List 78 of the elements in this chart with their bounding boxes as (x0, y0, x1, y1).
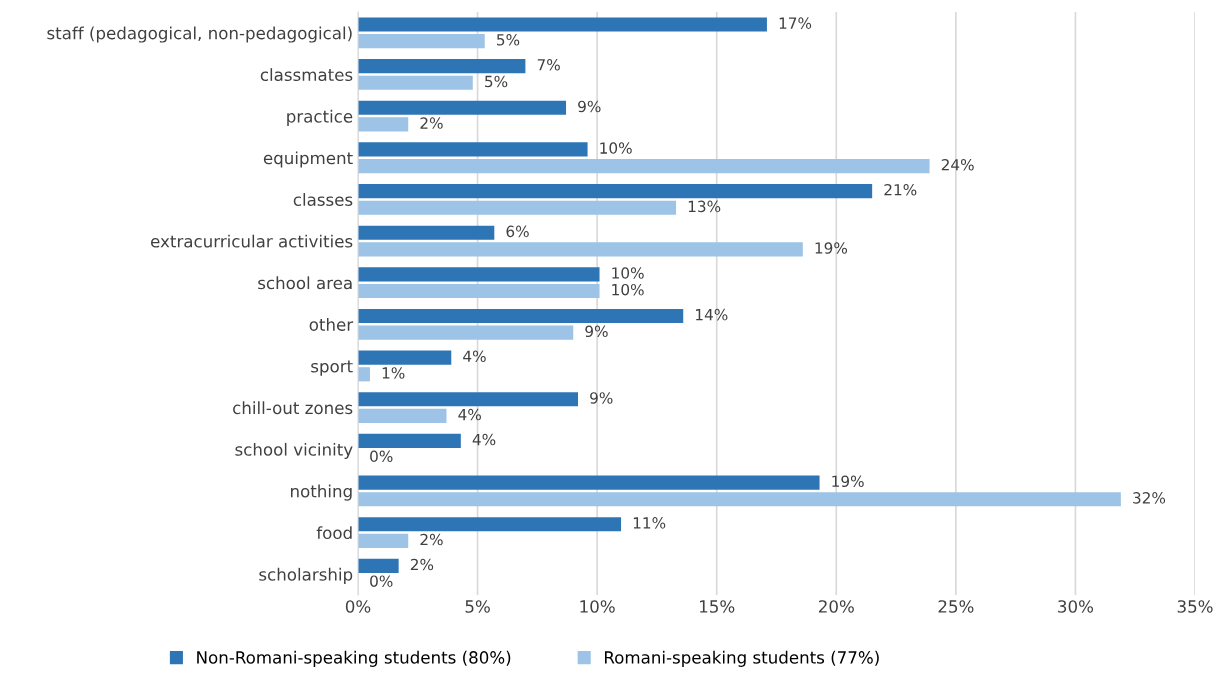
data-label: 4% (472, 433, 496, 446)
y-tick-label: extracurricular activities (151, 234, 353, 248)
data-label: 2% (420, 533, 443, 546)
bar (358, 325, 574, 340)
bar (358, 408, 447, 424)
bar (358, 533, 409, 548)
data-label: 10% (600, 142, 632, 154)
bar (358, 159, 930, 174)
y-tick-label: staff (pedagogical, non-pedagogical) (47, 26, 352, 43)
bar (358, 392, 579, 407)
data-label: 2% (410, 558, 434, 571)
x-tick-label: 10% (580, 600, 615, 613)
data-label: 10% (612, 283, 644, 296)
bar (358, 283, 600, 299)
data-label: 2% (420, 117, 443, 129)
x-tick-label: 15% (700, 600, 735, 613)
bar (358, 475, 820, 490)
bar (358, 200, 677, 215)
x-tick-label: 30% (1058, 600, 1094, 613)
data-label: 5% (485, 75, 508, 88)
bar (358, 117, 409, 132)
bar (358, 517, 622, 532)
legend-label: Non-Romani-speaking students (80%) (197, 650, 511, 667)
data-label: 9% (590, 392, 613, 404)
data-label: 0% (370, 450, 393, 463)
bar (358, 100, 567, 115)
data-label: 1% (382, 367, 405, 379)
data-label: 4% (463, 350, 486, 363)
data-label: 9% (585, 325, 608, 338)
data-label: 19% (832, 475, 864, 487)
y-tick-label: equipment (263, 151, 353, 168)
bar (358, 267, 600, 282)
data-label: 13% (688, 200, 721, 213)
bar (358, 34, 485, 49)
bar (358, 308, 684, 324)
y-tick-label: school vicinity (235, 442, 353, 460)
x-tick-label: 0% (345, 600, 371, 613)
y-tick-label: scholarship (259, 567, 353, 584)
y-tick-label: food (316, 526, 352, 540)
bar (358, 350, 452, 365)
data-label: 17% (779, 17, 812, 29)
bar (358, 17, 767, 32)
bar (358, 225, 495, 240)
bar (358, 183, 873, 199)
data-label: 4% (458, 408, 481, 421)
y-tick-label: school area (258, 276, 352, 290)
bar (358, 433, 461, 448)
y-tick-label: classmates (260, 68, 353, 82)
x-tick-label: 20% (818, 600, 854, 613)
data-label: 32% (1133, 492, 1166, 504)
legend-label: Romani-speaking students (77%) (604, 650, 879, 667)
data-label: 6% (506, 225, 529, 238)
data-label: 14% (696, 308, 728, 321)
x-tick-label: 5% (465, 600, 490, 613)
data-label: 7% (537, 59, 560, 71)
y-tick-label: other (309, 317, 354, 331)
bar (358, 142, 588, 157)
y-tick-label: practice (287, 109, 353, 126)
data-label: 19% (815, 242, 848, 254)
data-label: 11% (633, 517, 666, 529)
data-label: 0% (370, 575, 393, 587)
data-label: 10% (612, 267, 644, 279)
bar (358, 492, 1121, 507)
bar (358, 242, 803, 257)
bar (358, 59, 526, 74)
y-tick-label: chill-out zones (233, 401, 353, 415)
x-tick-label: 35% (1177, 600, 1213, 613)
y-tick-label: nothing (291, 484, 352, 501)
data-label: 5% (497, 34, 520, 46)
y-tick-label: sport (311, 360, 353, 376)
data-label: 21% (884, 183, 917, 196)
bar (358, 75, 473, 90)
x-tick-label: 25% (938, 600, 974, 613)
bar (358, 558, 399, 573)
y-tick-label: classes (293, 193, 353, 206)
data-label: 9% (578, 100, 601, 113)
bar (358, 367, 370, 382)
data-label: 24% (941, 158, 974, 171)
